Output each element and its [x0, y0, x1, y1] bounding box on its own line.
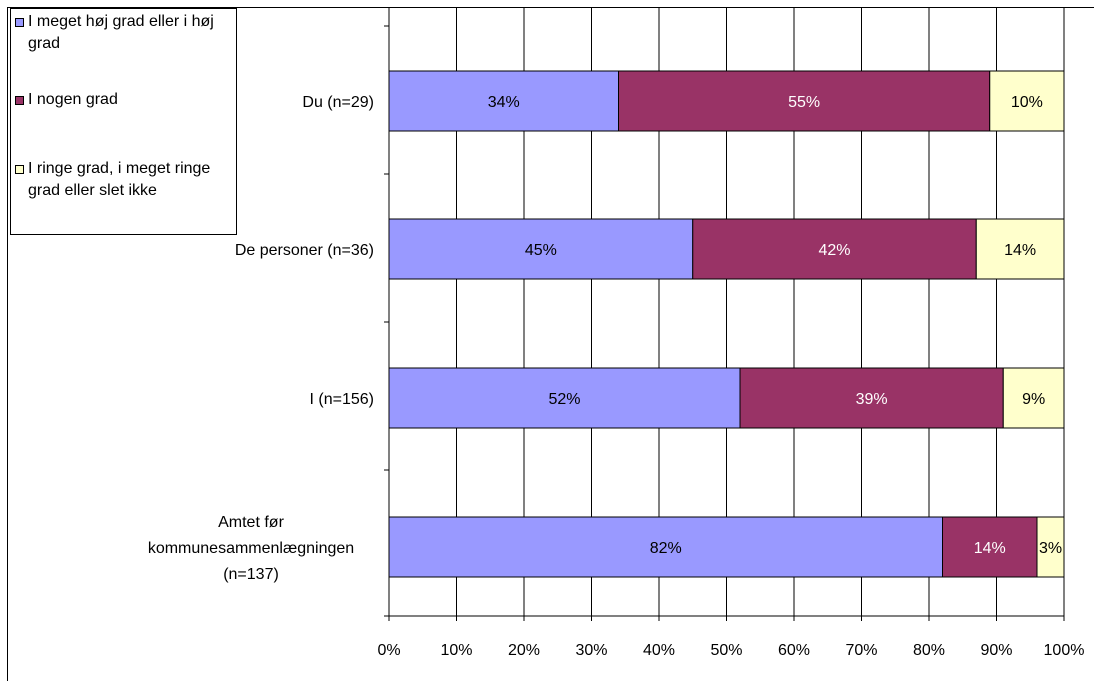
x-tick-label: 90%: [980, 642, 1012, 659]
data-label: 39%: [856, 391, 888, 408]
data-label: 9%: [1022, 391, 1045, 408]
chart-frame: [7, 7, 1094, 681]
axes: [384, 8, 1065, 621]
data-label: 14%: [1004, 242, 1036, 259]
x-tick-label: 70%: [845, 642, 877, 659]
x-tick-label: 80%: [913, 642, 945, 659]
legend-swatch-some: [15, 96, 24, 105]
data-label: 55%: [788, 94, 820, 111]
data-label: 52%: [548, 391, 580, 408]
x-tick-label: 0%: [377, 642, 400, 659]
category-label: Du (n=29): [302, 94, 374, 111]
category-label: I (n=156): [310, 391, 374, 408]
legend-label-some: I nogen grad: [28, 91, 118, 108]
data-label: 82%: [650, 540, 682, 557]
x-tick-label: 60%: [778, 642, 810, 659]
x-tick-label: 100%: [1044, 642, 1085, 659]
x-tick-label: 10%: [440, 642, 472, 659]
bar-segment: [989, 70, 1065, 132]
x-tick-label: 50%: [710, 642, 742, 659]
category-label: Amtet før: [218, 514, 284, 531]
bar-segment: [388, 516, 943, 578]
bar-segment: [618, 70, 991, 132]
bar-segment: [975, 218, 1065, 280]
legend-swatch-high: [15, 18, 24, 27]
data-label: 34%: [488, 94, 520, 111]
data-label: 45%: [525, 242, 557, 259]
bar-segment: [739, 367, 1004, 429]
category-label: (n=137): [223, 566, 279, 583]
legend: I meget høj grad eller i høj grad I noge…: [10, 8, 237, 235]
x-tick-label: 20%: [508, 642, 540, 659]
data-label: 3%: [1039, 540, 1062, 557]
legend-swatch-low: [15, 165, 24, 174]
x-tick-label: 30%: [575, 642, 607, 659]
data-label: 42%: [818, 242, 850, 259]
category-label: De personer (n=36): [235, 242, 374, 259]
data-label: 10%: [1011, 94, 1043, 111]
bar-segment: [388, 70, 619, 132]
bar-segment: [1002, 367, 1065, 429]
data-label: 14%: [974, 540, 1006, 557]
bars: [388, 70, 1065, 578]
bar-segment: [692, 218, 977, 280]
bar-segment: [1036, 516, 1065, 578]
bar-segment: [388, 218, 694, 280]
bar-segment: [942, 516, 1038, 578]
labels: 34% 55% 10% 45% 42% 14% 52% 39% 9% 82% 14% 3% 0% 10% 2…: [148, 94, 1085, 659]
x-tick-label: 40%: [643, 642, 675, 659]
legend-label-low: I ringe grad, i meget ringe grad eller s…: [28, 160, 211, 199]
legend-label-high: I meget høj grad eller i høj grad: [28, 13, 214, 52]
category-label: kommunesammenlægningen: [148, 540, 354, 557]
